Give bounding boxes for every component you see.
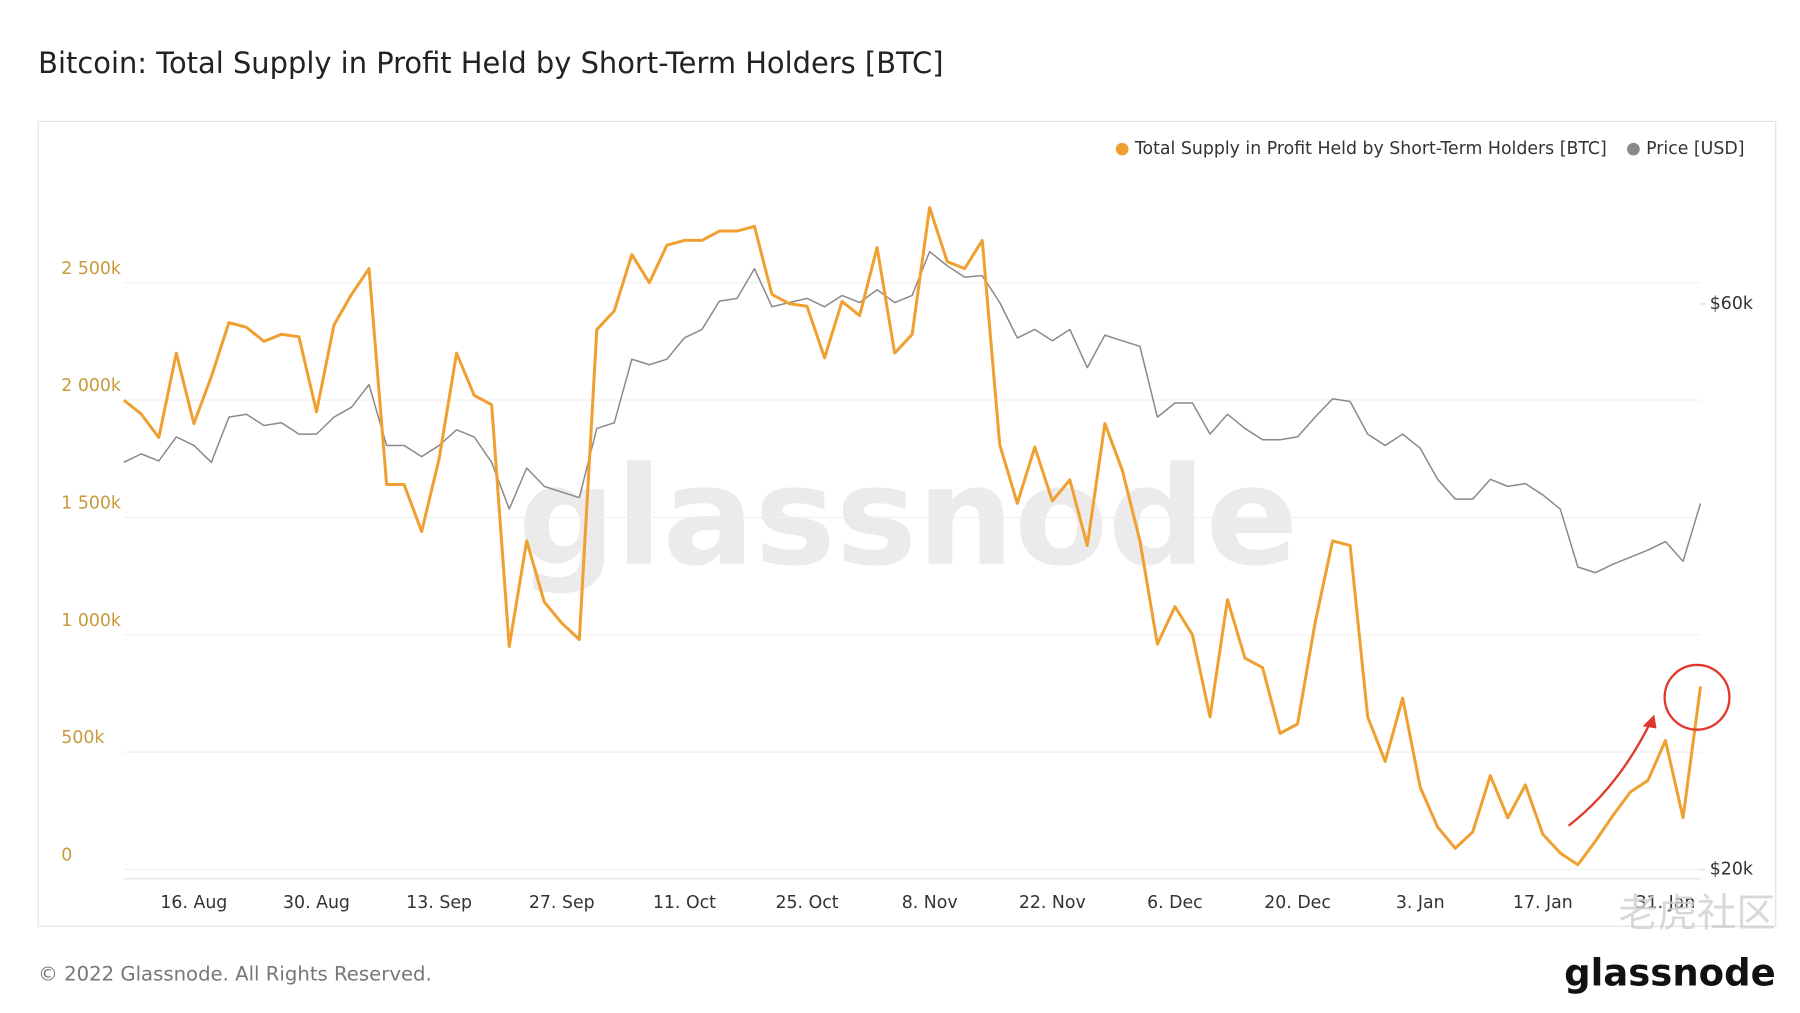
y-tick-label: 500k xyxy=(61,728,104,748)
y-tick-label: 1 000k xyxy=(61,611,121,631)
annotation-arrow xyxy=(1567,718,1653,827)
y2-tick-label: $60k xyxy=(1710,294,1753,314)
x-tick-label: 31. Jan xyxy=(1636,893,1696,913)
legend-label: Total Supply in Profit Held by Short-Ter… xyxy=(1134,139,1607,159)
lines xyxy=(122,206,1703,867)
x-tick-label: 13. Sep xyxy=(406,893,472,913)
y-tick-label: 2 000k xyxy=(61,376,121,396)
arrow-head xyxy=(1642,714,1657,729)
x-tick-label: 25. Oct xyxy=(776,893,839,913)
grid: 0 500k 1 000k 1 500k 2 000k 2 500k $20k $60k 16.… xyxy=(61,259,1753,913)
y-tick-label: 2 500k xyxy=(61,259,121,279)
series-line xyxy=(123,250,1702,574)
y-tick-label: 0 xyxy=(61,846,72,866)
footer: © 2022 Glassnode. All Rights Reserved. xyxy=(38,962,432,985)
legend: Price [USD] Total Supply in Profit Held b… xyxy=(1115,139,1744,159)
x-tick-label: 22. Nov xyxy=(1019,893,1086,913)
x-tick-label: 27. Sep xyxy=(529,893,595,913)
legend-swatch xyxy=(1627,142,1640,156)
x-tick-label: 20. Dec xyxy=(1264,893,1331,913)
x-tick-label: 8. Nov xyxy=(902,893,958,913)
overlay-watermark: 老虎社区 xyxy=(1618,891,1775,936)
logo: glassnode xyxy=(1564,951,1776,994)
x-tick-label: 3. Jan xyxy=(1396,893,1445,913)
x-tick-label: 16. Aug xyxy=(160,893,227,913)
x-tick-label: 11. Oct xyxy=(653,893,716,913)
x-tick-label: 6. Dec xyxy=(1147,893,1203,913)
chart-frame xyxy=(37,120,1777,927)
legend-swatch xyxy=(1115,142,1129,156)
x-tick-label: 17. Jan xyxy=(1513,893,1573,913)
chart-title: Bitcoin: Total Supply in Profit Held by … xyxy=(38,46,943,80)
legend-label: Price [USD] xyxy=(1646,139,1744,159)
x-tick-label: 30. Aug xyxy=(283,893,350,913)
series-line xyxy=(122,206,1703,867)
y2-tick-label: $20k xyxy=(1710,860,1753,880)
y-tick-label: 1 500k xyxy=(61,494,121,514)
highlight-circle xyxy=(1663,663,1731,731)
